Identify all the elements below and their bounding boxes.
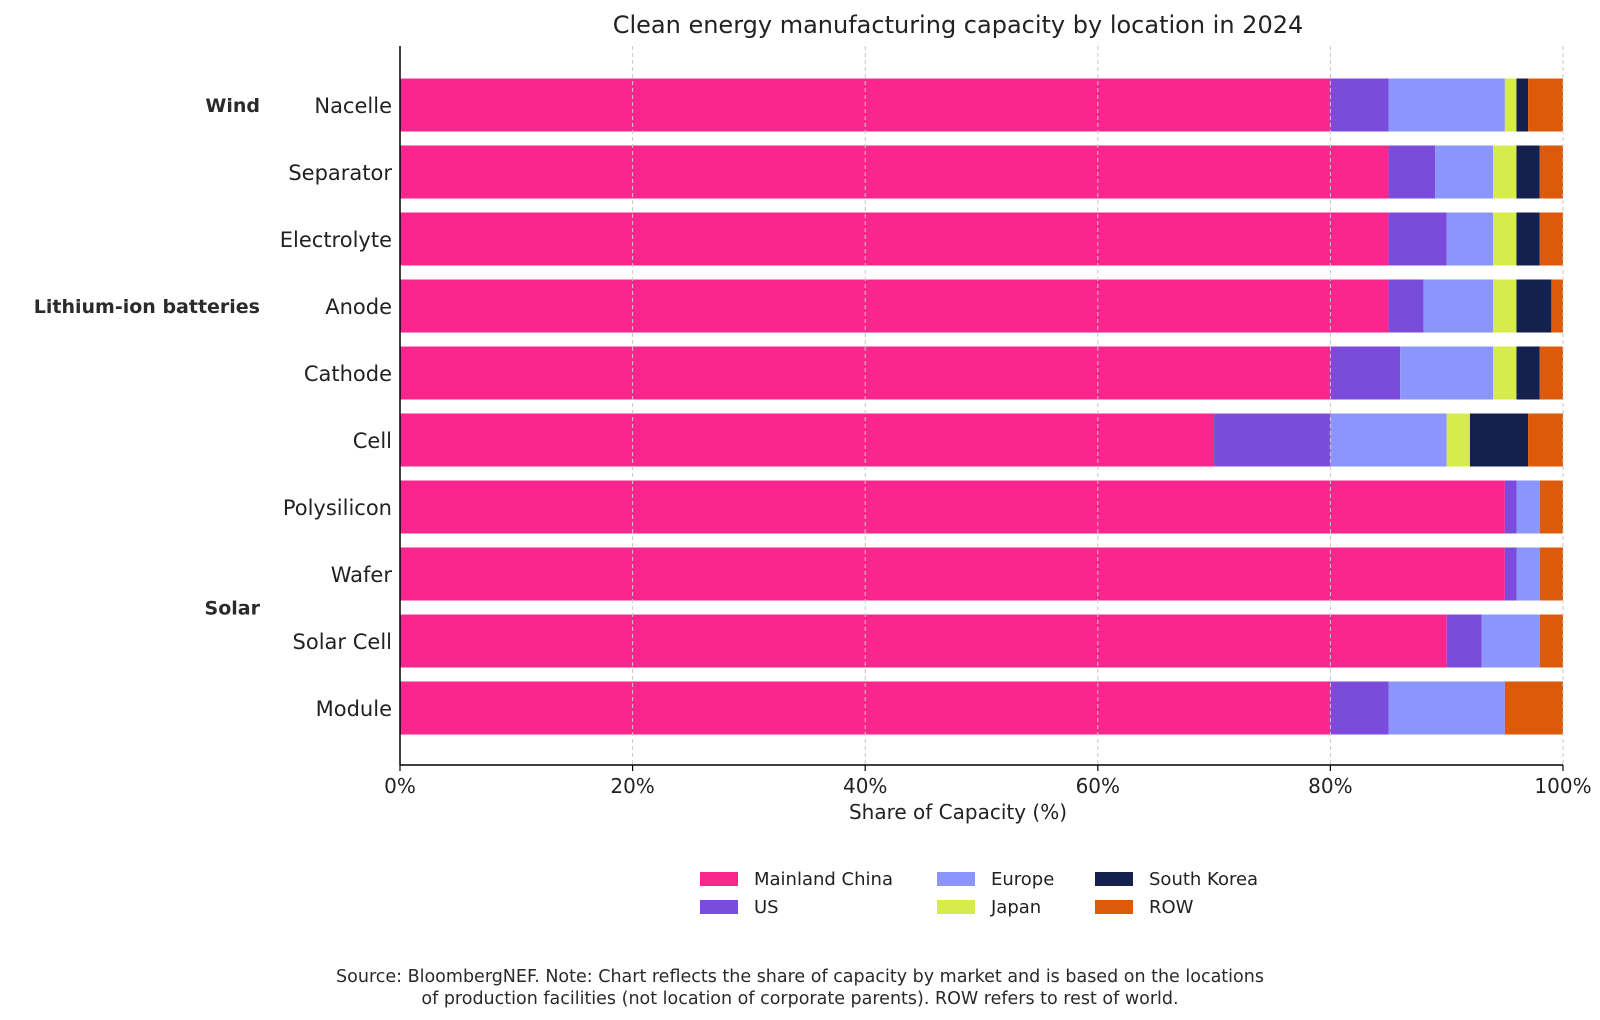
bar-segment [1528,78,1563,132]
bar-segment [1330,413,1447,467]
bar-segment [1516,78,1529,132]
bar-segment [1539,212,1563,266]
source-note-line: of production facilities (not location o… [421,989,1179,1009]
group-label: Solar [205,598,261,620]
bar-segment [1423,279,1494,333]
bar-segment [1388,681,1505,735]
bar-segment [1388,279,1424,333]
x-tick-label: 0% [384,774,416,798]
y-tick-label: Electrolyte [280,228,392,252]
chart-title: Clean energy manufacturing capacity by l… [613,11,1304,39]
bar-segment [1504,681,1563,735]
bar-segment [1539,547,1563,601]
x-tick-label: 60% [1076,774,1120,798]
group-label: Wind [205,95,260,117]
legend-swatch [700,872,738,886]
bar-segment [1388,145,1436,199]
bar-segment [1504,547,1517,601]
y-tick-label: Cathode [304,362,392,386]
axes [399,46,1563,766]
bar-segment [1493,212,1517,266]
x-tick-label: 40% [843,774,887,798]
x-tick-label: 100% [1534,774,1591,798]
legend: Mainland China US Europe Japan South Korea RO… [700,869,1258,918]
bar-segment [1539,145,1563,199]
group-label: Lithium-ion batteries [34,296,260,318]
group-labels: Wind Lithium-ion batteries Solar [34,95,261,620]
bar-segment [1528,413,1563,467]
y-tick-label: Nacelle [314,94,392,118]
bar-segment [400,413,1215,467]
bar-segment [1516,279,1552,333]
gridlines [632,46,1564,765]
bar-segment [1551,279,1563,333]
legend-swatch [937,900,975,914]
bar-segment [1493,346,1517,400]
legend-label: ROW [1149,897,1194,918]
x-axis-ticks: 0% 20% 40% 60% 80% 100% [384,765,1592,798]
bar-segment [1493,279,1517,333]
bar-segment [1516,145,1540,199]
bar-segment [1516,346,1540,400]
bar-segment [1539,346,1563,400]
legend-label: Mainland China [754,869,893,890]
bar-segment [400,212,1389,266]
bar-segment [400,279,1389,333]
bar-segment [1516,480,1540,534]
bar-segment [1330,681,1389,735]
bar-segment [1214,413,1331,467]
legend-swatch [937,872,975,886]
legend-label: Europe [991,869,1054,890]
bar-segment [400,614,1447,668]
bar-segment [1400,346,1494,400]
source-note-line: Source: BloombergNEF. Note: Chart reflec… [336,967,1264,987]
x-axis-label: Share of Capacity (%) [849,800,1067,824]
y-tick-label: Polysilicon [283,496,392,520]
y-tick-label: Anode [325,295,392,319]
source-note: Source: BloombergNEF. Note: Chart reflec… [0,966,1600,1010]
bar-segment [1481,614,1540,668]
bar-segment [1330,346,1401,400]
legend-swatch [1095,900,1133,914]
legend-swatch [1095,872,1133,886]
bar-segment [1388,78,1505,132]
bar-segment [1504,480,1517,534]
legend-label: South Korea [1149,869,1258,890]
legend-label: US [754,897,779,918]
bar-segment [1516,212,1540,266]
y-tick-label: Wafer [331,563,393,587]
x-tick-label: 20% [610,774,654,798]
y-tick-label: Separator [288,161,392,185]
legend-swatch [700,900,738,914]
bar-segment [1446,212,1494,266]
bar-segment [1516,547,1540,601]
legend-label: Japan [990,897,1041,918]
bar-segment [1330,78,1389,132]
y-tick-label: Solar Cell [293,630,392,654]
bar-segment [1539,480,1563,534]
bar-segment [400,145,1389,199]
bar-segment [1493,145,1517,199]
bar-segment [400,547,1505,601]
x-tick-label: 80% [1308,774,1352,798]
bar-segment [1469,413,1529,467]
bar-segment [1388,212,1447,266]
bar-segment [1539,614,1563,668]
bars [400,78,1563,735]
y-tick-label: Module [316,697,392,721]
bar-segment [400,480,1505,534]
bar-segment [1446,614,1482,668]
y-axis-labels: Nacelle Separator Electrolyte Anode Cathode C… [280,94,393,721]
bar-segment [1504,78,1517,132]
y-tick-label: Cell [353,429,392,453]
bar-segment [1446,413,1470,467]
bar-segment [1435,145,1494,199]
